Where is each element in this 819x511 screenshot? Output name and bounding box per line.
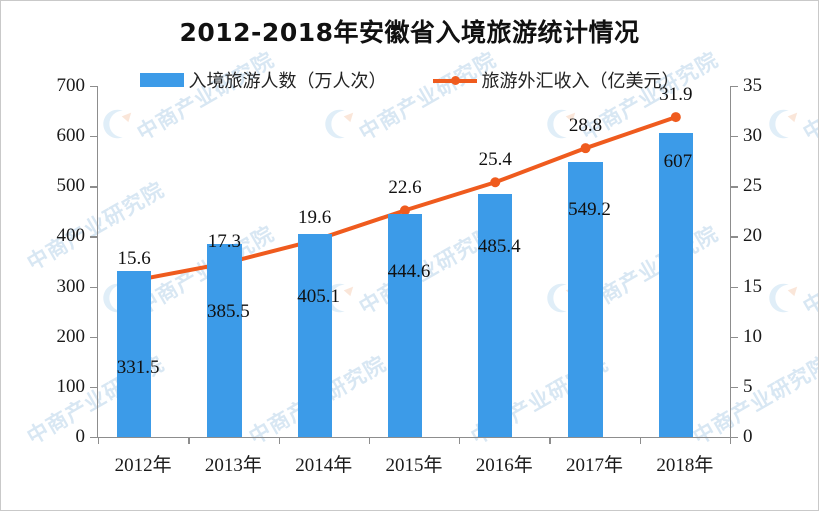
- watermark-logo-icon: [763, 105, 801, 143]
- line-marker-2018年[interactable]: [670, 112, 681, 123]
- line-value-label: 22.6: [388, 177, 422, 199]
- y-axis-left-tick: [90, 437, 97, 439]
- y-axis-right-tick-label: 25: [743, 175, 762, 197]
- line-value-label: 19.6: [298, 207, 332, 229]
- x-axis-tick: [98, 437, 100, 444]
- x-axis-tick-label: 2012年: [114, 455, 172, 476]
- x-axis-tick-label: 2017年: [566, 455, 624, 476]
- line-value-label: 15.6: [117, 247, 151, 269]
- bar-2014年[interactable]: [297, 233, 332, 437]
- x-axis-tick-label: 2013年: [204, 455, 262, 476]
- line-value-label: 17.3: [207, 230, 242, 252]
- line-value-label: 28.8: [568, 115, 603, 137]
- y-axis-left-tick-label: 200: [56, 325, 86, 347]
- line-value-label: 31.9: [659, 84, 693, 106]
- y-axis-left-tick-label: 400: [56, 225, 86, 247]
- chart-title: 2012-2018年安徽省入境旅游统计情况: [179, 18, 640, 47]
- legend-line-marker-icon: [432, 73, 477, 87]
- y-axis-right-tick: [731, 186, 738, 188]
- x-axis-tick-label: 2016年: [475, 455, 533, 476]
- y-axis-right-tick: [731, 286, 738, 288]
- x-axis-tick-label: 2015年: [385, 455, 443, 476]
- legend-item-bar-series[interactable]: 入境旅游人数（万人次）: [139, 67, 387, 93]
- x-axis-tick: [459, 437, 461, 444]
- x-axis-line: [90, 436, 738, 438]
- legend-label-line-series: 旅游外汇收入（亿美元）: [481, 71, 680, 92]
- x-axis-tick-label: 2018年: [656, 455, 714, 476]
- y-axis-right-tick-label: 5: [743, 375, 753, 397]
- bar-value-label: 331.5: [116, 356, 160, 378]
- line-marker-2016年[interactable]: [490, 177, 501, 188]
- x-axis-tick: [730, 437, 732, 444]
- y-axis-right-tick-label: 35: [743, 75, 762, 96]
- bar-value-label: 444.6: [387, 261, 431, 283]
- y-axis-left-tick-label: 300: [56, 275, 86, 297]
- bar-2013年[interactable]: [207, 243, 242, 437]
- legend-bar-swatch-icon: [139, 73, 184, 87]
- watermark-logo-icon: [763, 279, 801, 317]
- y-axis-right-tick: [731, 136, 738, 138]
- bar-2018年[interactable]: [658, 132, 693, 437]
- y-axis-left-tick: [90, 86, 97, 88]
- y-axis-left-tick: [90, 236, 97, 238]
- y-axis-left-tick: [90, 336, 97, 338]
- bar-value-label: 485.4: [477, 235, 521, 257]
- y-axis-right-tick: [731, 236, 738, 238]
- y-axis-right-tick: [731, 336, 738, 338]
- y-axis-left-tick-label: 0: [75, 426, 86, 447]
- y-axis-right-tick-label: 10: [743, 325, 762, 347]
- x-axis-tick: [549, 437, 551, 444]
- bar-value-label: 385.5: [207, 300, 250, 322]
- y-axis-left-tick-label: 100: [56, 375, 86, 397]
- watermark-text: 中商产业研究院: [799, 47, 818, 146]
- x-axis-tick-label: 2014年: [295, 455, 353, 476]
- y-axis-left-tick-label: 700: [56, 75, 86, 96]
- legend-label-bar-series: 入境旅游人数（万人次）: [188, 71, 387, 92]
- y-axis-left-tick: [90, 286, 97, 288]
- y-axis-right-tick-label: 20: [743, 225, 762, 247]
- y-axis-right-tick: [731, 86, 738, 88]
- legend-item-line-series[interactable]: 旅游外汇收入（亿美元）: [432, 67, 680, 93]
- bar-2016年[interactable]: [478, 193, 513, 437]
- chart-legend: 入境旅游人数（万人次） 旅游外汇收入（亿美元）: [1, 67, 818, 93]
- bar-value-label: 405.1: [297, 285, 341, 307]
- y-axis-left-tick: [90, 136, 97, 138]
- y-axis-left-tick-label: 500: [56, 175, 86, 197]
- y-axis-left-tick-label: 600: [56, 125, 86, 147]
- line-marker-2017年[interactable]: [580, 143, 591, 154]
- watermark-text: 中商产业研究院: [799, 221, 818, 320]
- y-axis-left-tick: [90, 386, 97, 389]
- x-axis-tick: [368, 437, 371, 444]
- y-axis-right-line: [729, 86, 731, 437]
- y-axis-left-tick: [90, 186, 97, 188]
- y-axis-right-tick: [731, 437, 738, 439]
- x-axis-tick: [278, 437, 280, 444]
- bar-2012年[interactable]: [116, 270, 152, 437]
- bar-value-label: 607: [663, 150, 693, 172]
- y-axis-right-tick: [731, 386, 738, 389]
- y-axis-left-line: [97, 86, 99, 437]
- bar-2017年[interactable]: [568, 161, 603, 437]
- bar-value-label: 549.2: [568, 198, 611, 220]
- y-axis-right-tick-label: 0: [743, 426, 753, 447]
- x-axis-tick: [188, 437, 190, 444]
- line-value-label: 25.4: [478, 149, 512, 171]
- line-marker-2015年[interactable]: [399, 205, 410, 216]
- y-axis-right-tick-label: 30: [743, 125, 762, 147]
- x-axis-tick: [639, 437, 641, 444]
- plot-area: 0 100 200 300 400 500 600 700 0 5 10 15 20 25 30 35 2012…: [57, 75, 763, 476]
- bar-2015年[interactable]: [387, 214, 423, 437]
- y-axis-right-tick-label: 15: [743, 275, 762, 297]
